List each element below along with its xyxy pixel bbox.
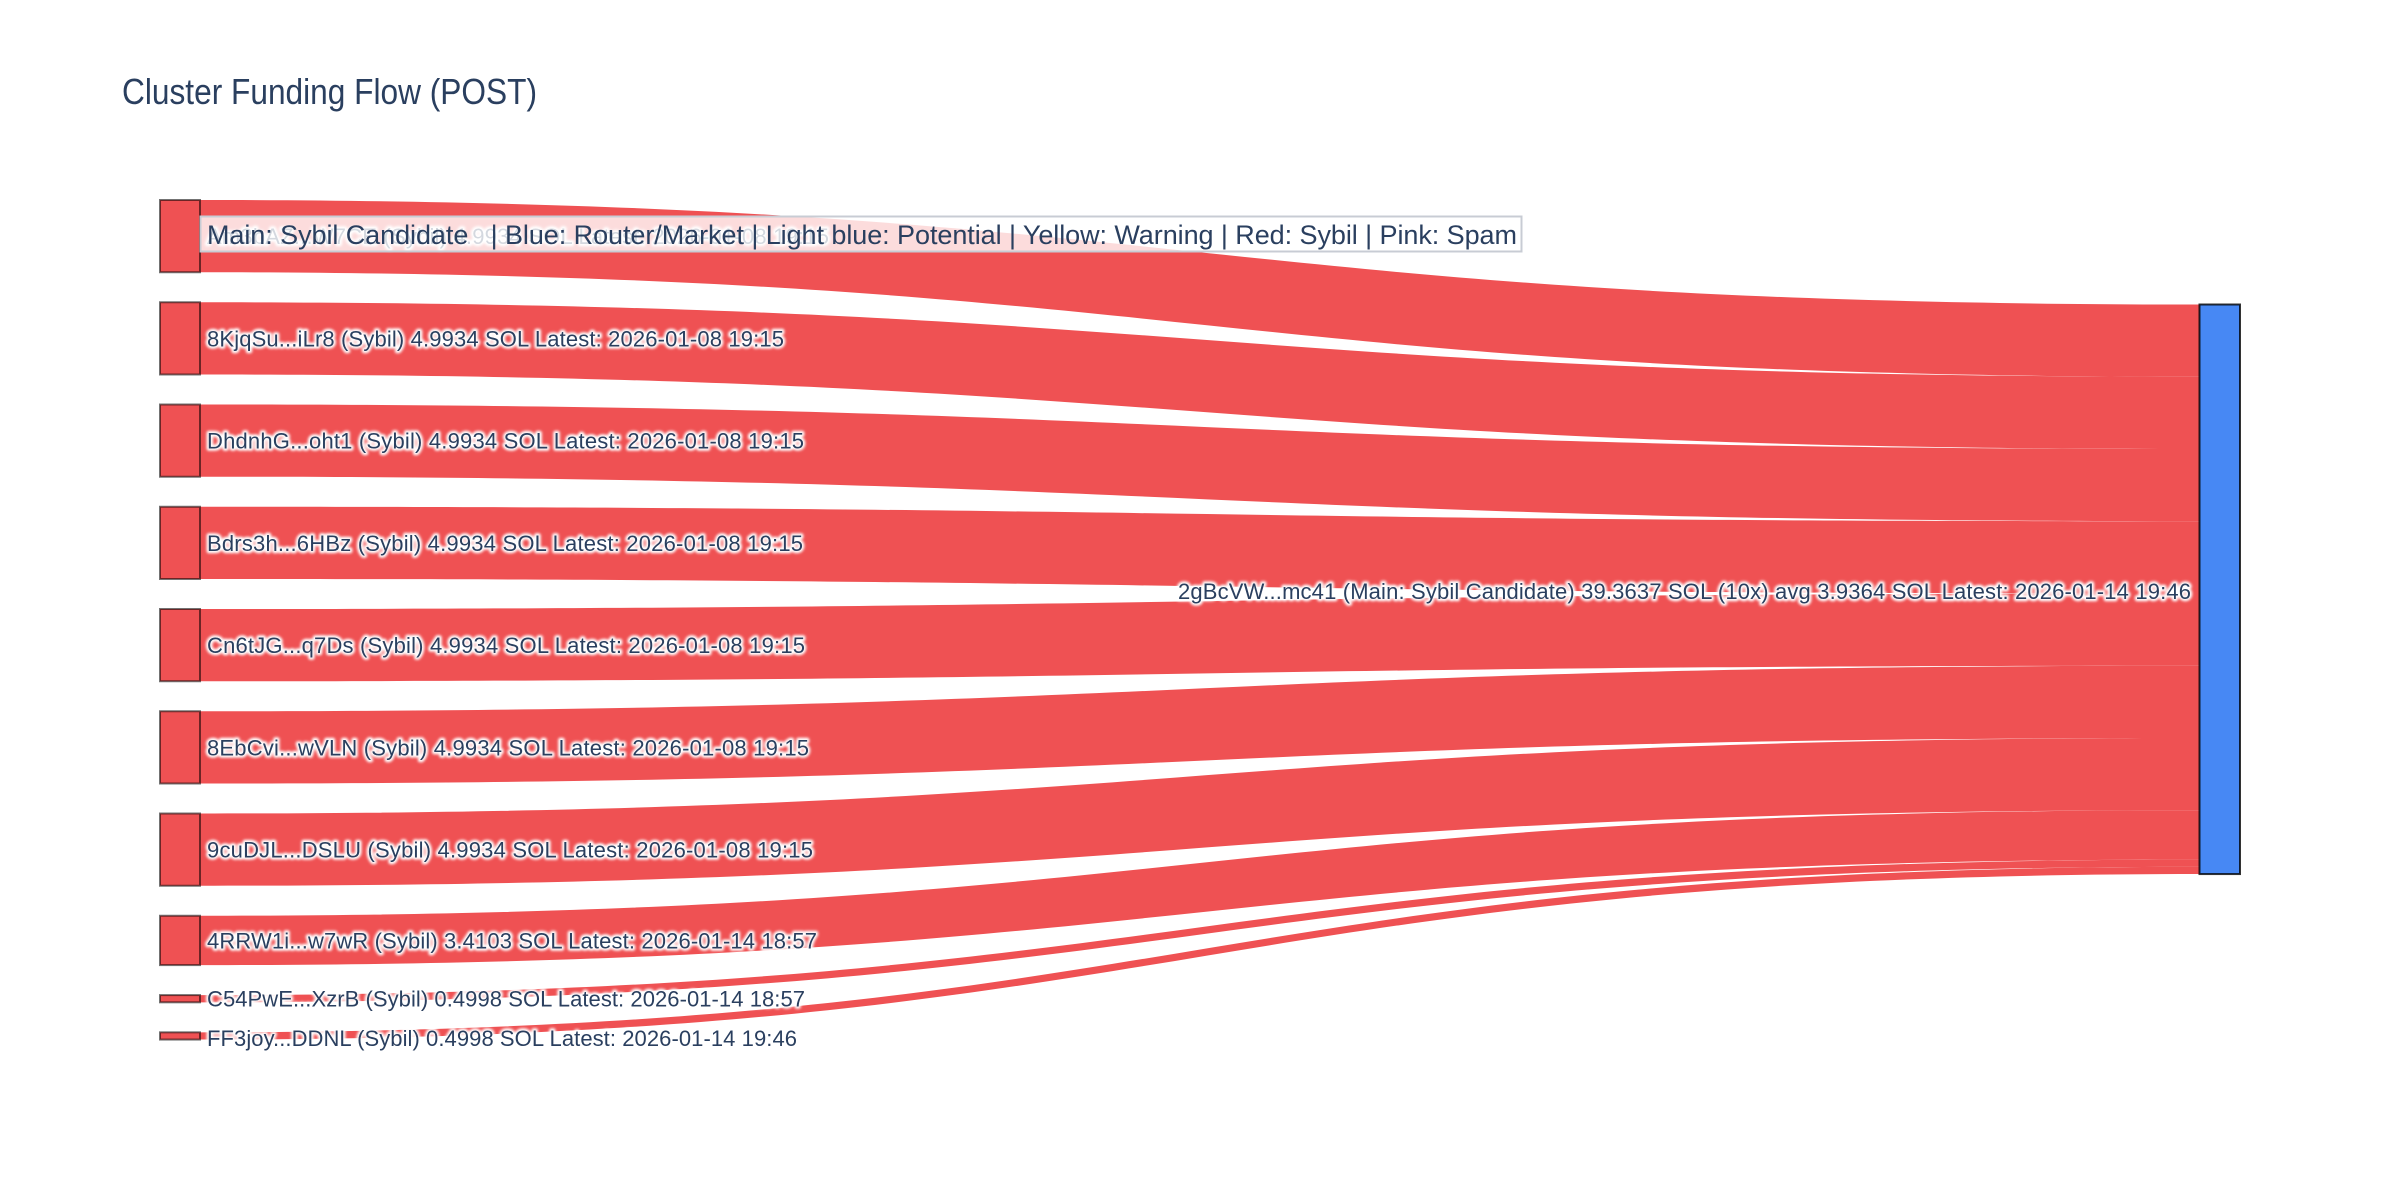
svg-text:Main: Sybil Candidate | Blue: Main: Sybil Candidate | Blue: Router/Mar… <box>207 220 1517 250</box>
svg-text:Cn6tJG...q7Ds (Sybil) 4.9934 S: Cn6tJG...q7Ds (Sybil) 4.9934 SOL Latest:… <box>207 633 805 658</box>
svg-text:Cn6tJG...q7Ds (Sybil) 4.9934 S: Cn6tJG...q7Ds (Sybil) 4.9934 SOL Latest:… <box>207 633 805 658</box>
svg-text:8EbCvi...wVLN (Sybil) 4.9934 S: 8EbCvi...wVLN (Sybil) 4.9934 SOL Latest:… <box>207 735 809 760</box>
svg-text:FF3joy...DDNL (Sybil) 0.4998 S: FF3joy...DDNL (Sybil) 0.4998 SOL Latest:… <box>207 1026 797 1051</box>
svg-text:FF3joy...DDNL (Sybil) 0.4998 S: FF3joy...DDNL (Sybil) 0.4998 SOL Latest:… <box>207 1026 797 1051</box>
svg-text:Cluster Funding Flow (POST): Cluster Funding Flow (POST) <box>122 71 537 112</box>
svg-text:2gBcVW...mc41 (Main: Sybil Can: 2gBcVW...mc41 (Main: Sybil Candidate) 39… <box>1178 579 2191 604</box>
svg-text:C54PwE...XzrB (Sybil) 0.4998 S: C54PwE...XzrB (Sybil) 0.4998 SOL Latest:… <box>207 987 805 1012</box>
svg-text:2gBcVW...mc41 (Main: Sybil Can: 2gBcVW...mc41 (Main: Sybil Candidate) 39… <box>1178 579 2191 604</box>
svg-text:Bdrs3h...6HBz (Sybil) 4.9934 S: Bdrs3h...6HBz (Sybil) 4.9934 SOL Latest:… <box>207 531 803 556</box>
svg-text:Bdrs3h...6HBz (Sybil) 4.9934 S: Bdrs3h...6HBz (Sybil) 4.9934 SOL Latest:… <box>207 531 803 556</box>
svg-text:C54PwE...XzrB (Sybil) 0.4998 S: C54PwE...XzrB (Sybil) 0.4998 SOL Latest:… <box>207 987 805 1012</box>
svg-text:DhdnhG...oht1 (Sybil) 4.9934 S: DhdnhG...oht1 (Sybil) 4.9934 SOL Latest:… <box>207 429 804 454</box>
svg-text:8EbCvi...wVLN (Sybil) 4.9934 S: 8EbCvi...wVLN (Sybil) 4.9934 SOL Latest:… <box>207 735 809 760</box>
svg-text:4RRW1i...w7wR (Sybil) 3.4103 S: 4RRW1i...w7wR (Sybil) 3.4103 SOL Latest:… <box>207 928 817 953</box>
svg-text:9cuDJL...DSLU (Sybil) 4.9934 S: 9cuDJL...DSLU (Sybil) 4.9934 SOL Latest:… <box>207 838 813 863</box>
svg-text:DhdnhG...oht1 (Sybil) 4.9934 S: DhdnhG...oht1 (Sybil) 4.9934 SOL Latest:… <box>207 429 804 454</box>
svg-text:8KjqSu...iLr8 (Sybil) 4.9934 S: 8KjqSu...iLr8 (Sybil) 4.9934 SOL Latest:… <box>207 326 784 351</box>
svg-text:8KjqSu...iLr8 (Sybil) 4.9934 S: 8KjqSu...iLr8 (Sybil) 4.9934 SOL Latest:… <box>207 326 784 351</box>
svg-text:9cuDJL...DSLU (Sybil) 4.9934 S: 9cuDJL...DSLU (Sybil) 4.9934 SOL Latest:… <box>207 838 813 863</box>
svg-text:4RRW1i...w7wR (Sybil) 3.4103 S: 4RRW1i...w7wR (Sybil) 3.4103 SOL Latest:… <box>207 928 817 953</box>
